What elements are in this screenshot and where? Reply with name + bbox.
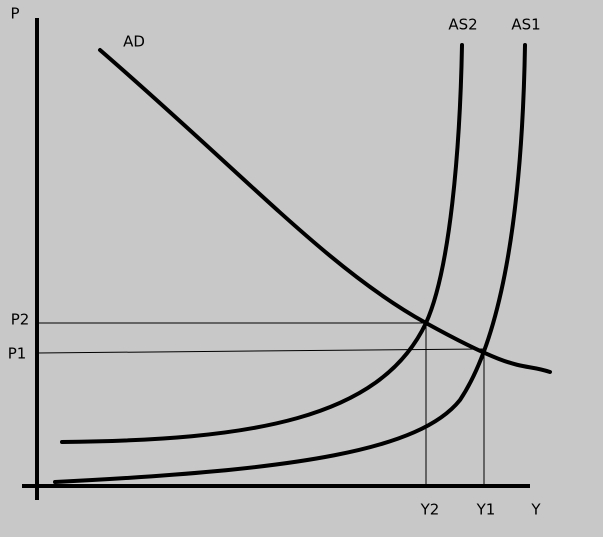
price-label: P2 bbox=[11, 311, 30, 329]
output-label: Y2 bbox=[420, 501, 440, 519]
curve-label: AS1 bbox=[511, 16, 540, 34]
x-axis-label: Y bbox=[530, 501, 541, 519]
curve-label: AD bbox=[123, 33, 145, 51]
curve-label: AS2 bbox=[448, 16, 477, 34]
price-label: P1 bbox=[8, 345, 27, 363]
as2-curve bbox=[60, 43, 464, 444]
y-axis-label: P bbox=[10, 5, 19, 23]
ad-curve bbox=[98, 48, 552, 374]
as1-curve bbox=[53, 43, 527, 484]
output-label: Y1 bbox=[476, 501, 496, 519]
